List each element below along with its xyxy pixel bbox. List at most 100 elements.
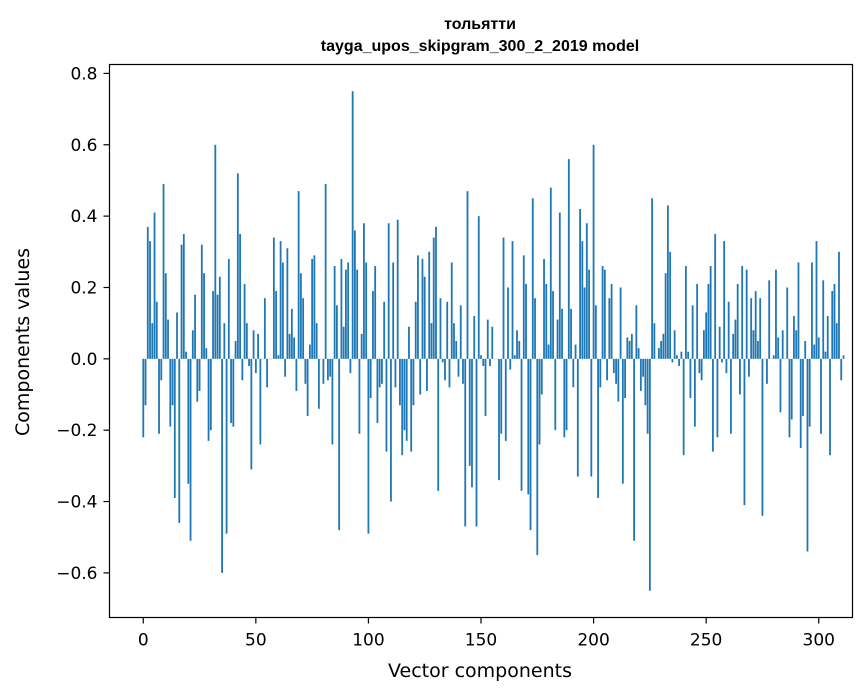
bar-component-261 xyxy=(730,358,732,434)
bar-component-68 xyxy=(295,358,298,391)
bar-component-46 xyxy=(245,323,248,359)
x-tick-label-150: 150 xyxy=(465,631,497,651)
bar-component-190 xyxy=(570,308,572,359)
bar-component-54 xyxy=(263,298,266,359)
x-tick-label-250: 250 xyxy=(690,631,722,651)
bar-component-7 xyxy=(158,358,160,434)
bar-component-222 xyxy=(642,358,645,377)
y-tick-label-2: −0.2 xyxy=(56,421,97,441)
bar-component-148 xyxy=(475,358,478,527)
bar-component-126 xyxy=(426,358,428,391)
bar-component-6 xyxy=(155,301,158,359)
bar-component-40 xyxy=(232,358,235,427)
bar-component-253 xyxy=(712,358,714,452)
bar-component-38 xyxy=(227,258,230,359)
bar-component-73 xyxy=(306,358,309,416)
bar-component-147 xyxy=(473,316,476,359)
bar-component-245 xyxy=(693,358,696,427)
bar-component-27 xyxy=(203,273,205,359)
bar-component-262 xyxy=(732,333,735,359)
bar-component-105 xyxy=(378,358,381,388)
bar-component-84 xyxy=(331,358,334,445)
bar-component-93 xyxy=(351,91,354,359)
bar-component-307 xyxy=(833,283,836,359)
bar-component-187 xyxy=(563,358,566,438)
bar-component-49 xyxy=(252,330,255,359)
bar-component-110 xyxy=(390,358,392,502)
bar-component-89 xyxy=(342,326,345,359)
bar-component-278 xyxy=(768,280,771,359)
bar-component-213 xyxy=(621,358,624,484)
bar-component-101 xyxy=(369,358,372,399)
bar-component-94 xyxy=(354,230,356,359)
bar-component-282 xyxy=(777,337,780,359)
x-tick-label-200: 200 xyxy=(577,631,609,651)
bar-component-265 xyxy=(739,358,741,395)
bar-component-284 xyxy=(781,330,784,359)
bar-component-273 xyxy=(757,341,759,359)
bar-component-25 xyxy=(198,358,201,391)
bar-component-286 xyxy=(786,287,789,359)
bar-component-267 xyxy=(743,358,746,506)
bar-component-47 xyxy=(248,358,250,366)
bar-component-173 xyxy=(531,198,534,359)
bar-component-298 xyxy=(813,344,816,359)
bar-component-97 xyxy=(360,333,363,359)
bar-component-209 xyxy=(612,358,615,374)
bar-component-127 xyxy=(428,251,431,359)
bar-component-140 xyxy=(457,358,460,377)
bar-component-129 xyxy=(432,237,435,359)
bar-component-236 xyxy=(673,330,676,359)
bar-component-182 xyxy=(552,291,554,359)
bar-component-123 xyxy=(419,358,422,395)
bar-component-137 xyxy=(450,262,453,359)
bar-component-87 xyxy=(338,358,341,531)
bar-component-181 xyxy=(549,187,552,359)
bar-component-60 xyxy=(277,355,280,359)
chart-title-line-1: тольятти xyxy=(444,16,516,33)
bar-component-2 xyxy=(146,226,149,359)
bar-component-254 xyxy=(714,233,717,359)
bar-component-162 xyxy=(507,287,509,359)
bar-component-12 xyxy=(169,358,172,427)
bar-component-96 xyxy=(358,358,361,434)
bar-component-170 xyxy=(525,283,527,359)
bar-component-166 xyxy=(516,330,518,359)
bar-component-119 xyxy=(410,358,413,452)
bar-component-75 xyxy=(311,258,314,359)
bar-component-160 xyxy=(502,237,505,359)
bar-component-51 xyxy=(257,333,259,359)
bar-component-200 xyxy=(592,144,595,359)
bar-component-116 xyxy=(403,358,406,431)
bar-component-136 xyxy=(448,358,451,388)
bar-component-37 xyxy=(225,358,228,534)
bar-component-197 xyxy=(585,223,588,359)
bar-component-167 xyxy=(518,341,521,359)
bar-component-45 xyxy=(243,283,246,359)
x-axis: 0 50 100 150 200 250 300 xyxy=(138,617,835,651)
bar-component-248 xyxy=(700,358,703,381)
bar-component-141 xyxy=(459,305,462,359)
bar-component-85 xyxy=(333,266,336,359)
bar-component-290 xyxy=(795,330,798,359)
bar-component-50 xyxy=(254,358,257,374)
bar-component-134 xyxy=(444,358,446,381)
bar-component-98 xyxy=(363,223,365,359)
bar-component-212 xyxy=(619,287,622,359)
bar-component-215 xyxy=(626,337,629,359)
bar-component-283 xyxy=(779,358,782,413)
bar-component-28 xyxy=(205,348,208,359)
bar-component-301 xyxy=(820,358,822,434)
bar-component-108 xyxy=(385,358,388,452)
bar-component-171 xyxy=(527,358,530,495)
bar-component-59 xyxy=(275,291,278,359)
bar-component-208 xyxy=(610,283,613,359)
bar-component-52 xyxy=(259,358,262,445)
bar-component-238 xyxy=(678,358,681,366)
bar-component-128 xyxy=(430,323,433,359)
bar-component-308 xyxy=(835,323,838,359)
bar-component-277 xyxy=(766,358,768,384)
bar-component-293 xyxy=(802,358,804,416)
bar-component-184 xyxy=(556,319,559,359)
bar-component-77 xyxy=(315,323,318,359)
